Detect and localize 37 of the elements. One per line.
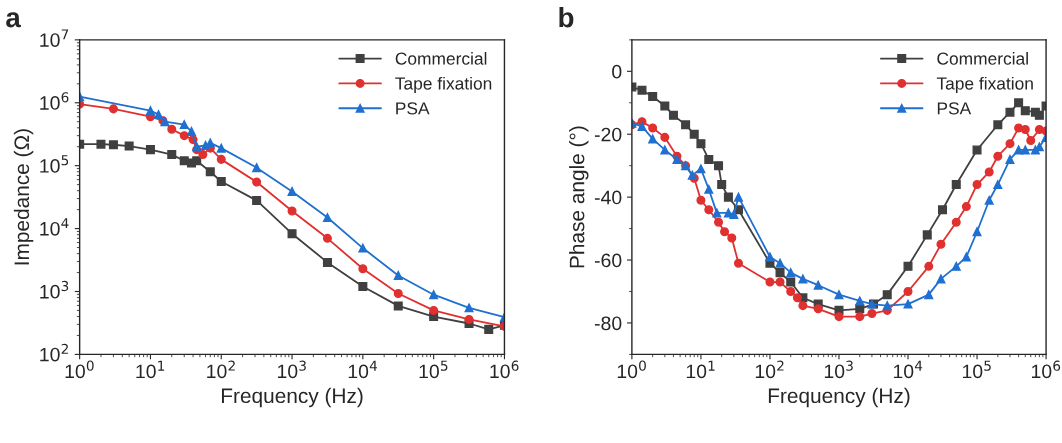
x-tick-label: 10$^{5}$ xyxy=(962,360,991,379)
x-tick-label: 10$^{0}$ xyxy=(65,360,94,379)
x-tick-label: 10$^{2}$ xyxy=(207,360,235,379)
y-tick-label: 10$^{6}$ xyxy=(40,92,69,110)
y-tick-label: 0 xyxy=(612,64,622,79)
x-tick-label: 10$^{1}$ xyxy=(686,360,715,379)
y-tick-label: -60 xyxy=(594,253,622,268)
x-tick-label: 10$^{3}$ xyxy=(824,360,853,379)
y-tick-label: 10$^{4}$ xyxy=(40,218,69,236)
y-tick-label: 10$^{5}$ xyxy=(40,155,69,173)
y-tick-label: -80 xyxy=(594,316,622,331)
y-tick-label: -40 xyxy=(594,190,622,205)
x-axis-title: Frequency (Hz) xyxy=(768,387,910,408)
x-axis-title: Frequency (Hz) xyxy=(221,387,363,408)
x-tick-label: 10$^{6}$ xyxy=(1032,360,1061,379)
y-tick-label: 10$^{2}$ xyxy=(40,343,68,362)
legend-label: Commercial xyxy=(395,52,487,65)
text: b xyxy=(559,6,574,28)
x-tick-label: 10$^{6}$ xyxy=(490,360,519,379)
x-tick-label: 10$^{4}$ xyxy=(893,360,923,379)
y-axis-title: Impedance (Ω) xyxy=(13,129,34,265)
text: a xyxy=(6,12,21,28)
y-tick-label: -20 xyxy=(594,127,622,142)
legend-label: PSA xyxy=(396,102,430,115)
y-tick-label: 10$^{7}$ xyxy=(40,29,69,47)
x-tick-label: 10$^{3}$ xyxy=(277,360,306,379)
legend-label: Commercial xyxy=(937,52,1028,65)
legend-label: Tape fixation xyxy=(936,76,1033,94)
x-tick-label: 10$^{2}$ xyxy=(755,360,784,379)
x-tick-label: 10$^{0}$ xyxy=(617,360,646,379)
y-tick-label: 10$^{3}$ xyxy=(40,280,69,299)
x-tick-label: 10$^{1}$ xyxy=(136,360,165,379)
x-tick-label: 10$^{4}$ xyxy=(348,360,378,379)
y-axis-title: Phase angle (°) xyxy=(569,126,589,268)
x-tick-label: 10$^{5}$ xyxy=(419,360,448,379)
legend-label: PSA xyxy=(937,102,972,115)
legend-label: Tape fixation xyxy=(395,76,492,94)
